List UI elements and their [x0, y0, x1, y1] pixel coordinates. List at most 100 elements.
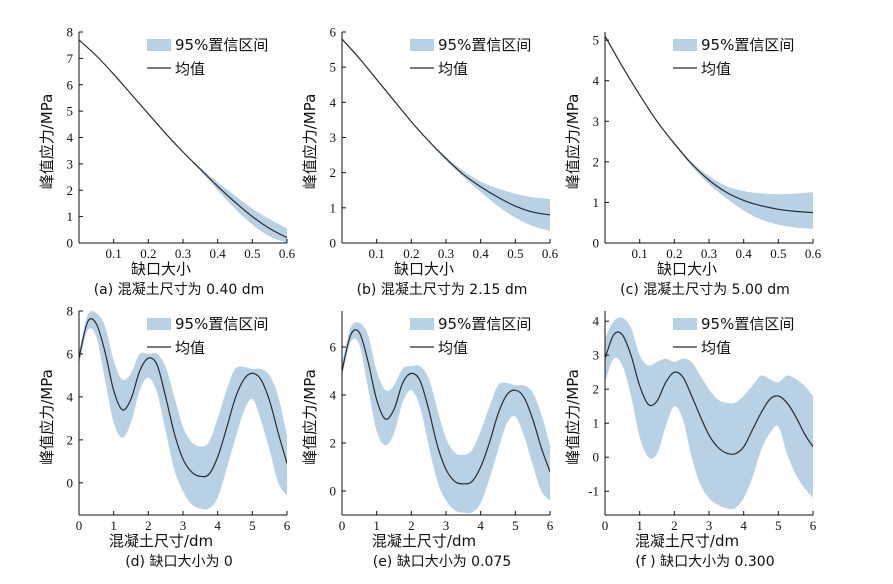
legend-label-mean: 均值	[175, 339, 205, 357]
x-tick-label: 0.1	[369, 246, 385, 261]
y-axis-label: 峰值应力/MPa	[564, 94, 582, 190]
panel-caption: (d) 缺口大小为 0	[125, 554, 233, 570]
y-tick-label: 0	[330, 236, 337, 251]
x-tick-label: 3	[443, 518, 450, 533]
chart-panel-1: 0.1 0.2 0.3 0.4 0.5 0.6 0 1 2 3 4 5 6 7 8 缺口大小 峰值应力/MPa (…	[38, 25, 296, 299]
mean-series-line	[605, 35, 813, 214]
y-tick-label: 6	[330, 25, 337, 40]
x-tick-label: 6	[284, 518, 291, 533]
y-tick-label: 2	[593, 154, 600, 169]
x-tick-label: 0.5	[507, 246, 523, 261]
x-tick-label: 3	[706, 518, 713, 533]
y-tick-label: 0	[593, 450, 600, 465]
y-tick-label: 0	[67, 236, 74, 251]
y-tick-label: 8	[67, 304, 74, 319]
y-tick-label: 7	[67, 51, 74, 66]
x-axis-label: 混凝土尺寸/dm	[635, 532, 739, 550]
mean-series-line	[342, 329, 550, 485]
legend-label-mean: 均值	[438, 60, 468, 78]
mean-series-line	[605, 331, 813, 455]
legend-band-swatch	[673, 318, 697, 330]
y-tick-label: 3	[67, 156, 74, 171]
y-tick-label: 4	[593, 73, 600, 88]
y-tick-label: 2	[67, 432, 74, 447]
x-tick-label: 0.3	[175, 246, 191, 261]
x-tick-label: 0.1	[106, 246, 122, 261]
y-tick-label: 5	[330, 60, 337, 75]
panel-caption: (c) 混凝土尺寸为 5.00 dm	[620, 282, 790, 298]
y-tick-label: 2	[330, 165, 337, 180]
y-axis-label: 峰值应力/MPa	[38, 94, 56, 190]
x-tick-label: 5	[775, 518, 782, 533]
x-axis-label: 缺口大小	[394, 260, 454, 278]
x-tick-label: 4	[740, 518, 747, 533]
y-tick-label: 1	[67, 209, 74, 224]
x-tick-label: 0.5	[770, 246, 786, 261]
x-tick-label: 0.6	[279, 246, 296, 261]
panel-caption: (b) 混凝土尺寸为 2.15 dm	[357, 282, 528, 298]
legend-label-mean: 均值	[701, 339, 731, 357]
x-axis-label: 缺口大小	[657, 260, 717, 278]
x-tick-label: 0.2	[666, 246, 682, 261]
y-tick-label: 3	[593, 348, 600, 363]
y-tick-label: 3	[330, 130, 337, 145]
panel-caption: (f ) 缺口大小为 0.300	[635, 554, 774, 570]
legend-band-swatch	[673, 39, 697, 51]
y-tick-label: 1	[593, 416, 600, 431]
y-tick-label: 8	[67, 25, 74, 40]
x-tick-label: 0.3	[438, 246, 454, 261]
x-tick-label: 0	[339, 518, 346, 533]
x-tick-label: 1	[373, 518, 380, 533]
x-axis-label: 缺口大小	[131, 260, 191, 278]
x-tick-label: 0	[76, 518, 83, 533]
x-tick-label: 0.6	[542, 246, 559, 261]
x-tick-label: 0.6	[805, 246, 822, 261]
x-tick-label: 2	[408, 518, 415, 533]
x-tick-label: 1	[110, 518, 117, 533]
x-axis-label: 混凝土尺寸/dm	[372, 532, 476, 550]
y-tick-label: 3	[593, 114, 600, 129]
panel-caption: (a) 混凝土尺寸为 0.40 dm	[94, 282, 265, 298]
legend-label-mean: 均值	[175, 60, 205, 78]
y-tick-label: 2	[330, 436, 337, 451]
legend-label-band: 95%置信区间	[438, 36, 531, 54]
legend-label-band: 95%置信区间	[438, 315, 531, 333]
x-tick-label: 0.2	[403, 246, 419, 261]
legend-label-mean: 均值	[438, 339, 468, 357]
legend-label-band: 95%置信区间	[175, 315, 268, 333]
legend-label-band: 95%置信区间	[701, 315, 794, 333]
y-tick-label: 5	[67, 104, 74, 119]
y-tick-label: 4	[593, 314, 600, 329]
y-tick-label: 6	[330, 340, 337, 355]
x-tick-label: 2	[671, 518, 678, 533]
y-tick-label: 4	[330, 388, 337, 403]
confidence-band-series	[79, 311, 287, 510]
x-tick-label: 0.2	[140, 246, 156, 261]
chart-panel-3: 0.1 0.2 0.3 0.4 0.5 0.6 0 1 2 3 4 5 缺口大小 峰值应力/MPa (c) …	[564, 32, 822, 298]
chart-panel-4: 0 1 2 3 4 5 6 0 2 4 6 8 混凝土尺寸/dm 峰值应力/MPa (d) 缺口大小为 0 9…	[38, 304, 291, 571]
y-tick-label: 0	[593, 236, 600, 251]
y-tick-label: -1	[588, 484, 599, 499]
panel-caption: (e) 缺口大小为 0.075	[373, 554, 512, 570]
x-tick-label: 6	[547, 518, 554, 533]
y-tick-label: 1	[593, 195, 600, 210]
y-tick-label: 0	[67, 475, 74, 490]
confidence-band-series	[605, 36, 813, 229]
x-tick-label: 6	[810, 518, 817, 533]
y-tick-label: 0	[330, 484, 337, 499]
y-axis-label: 峰值应力/MPa	[301, 369, 319, 465]
x-tick-label: 2	[145, 518, 152, 533]
x-tick-label: 0	[602, 518, 609, 533]
x-axis-label: 混凝土尺寸/dm	[109, 532, 213, 550]
x-tick-label: 4	[214, 518, 221, 533]
legend-label-mean: 均值	[701, 60, 731, 78]
confidence-band-series	[605, 317, 813, 510]
legend-band-swatch	[147, 39, 171, 51]
mean-series-line	[342, 38, 550, 216]
x-tick-label: 1	[636, 518, 643, 533]
legend-band-swatch	[147, 318, 171, 330]
x-tick-label: 0.4	[473, 246, 490, 261]
y-tick-label: 4	[67, 130, 74, 145]
